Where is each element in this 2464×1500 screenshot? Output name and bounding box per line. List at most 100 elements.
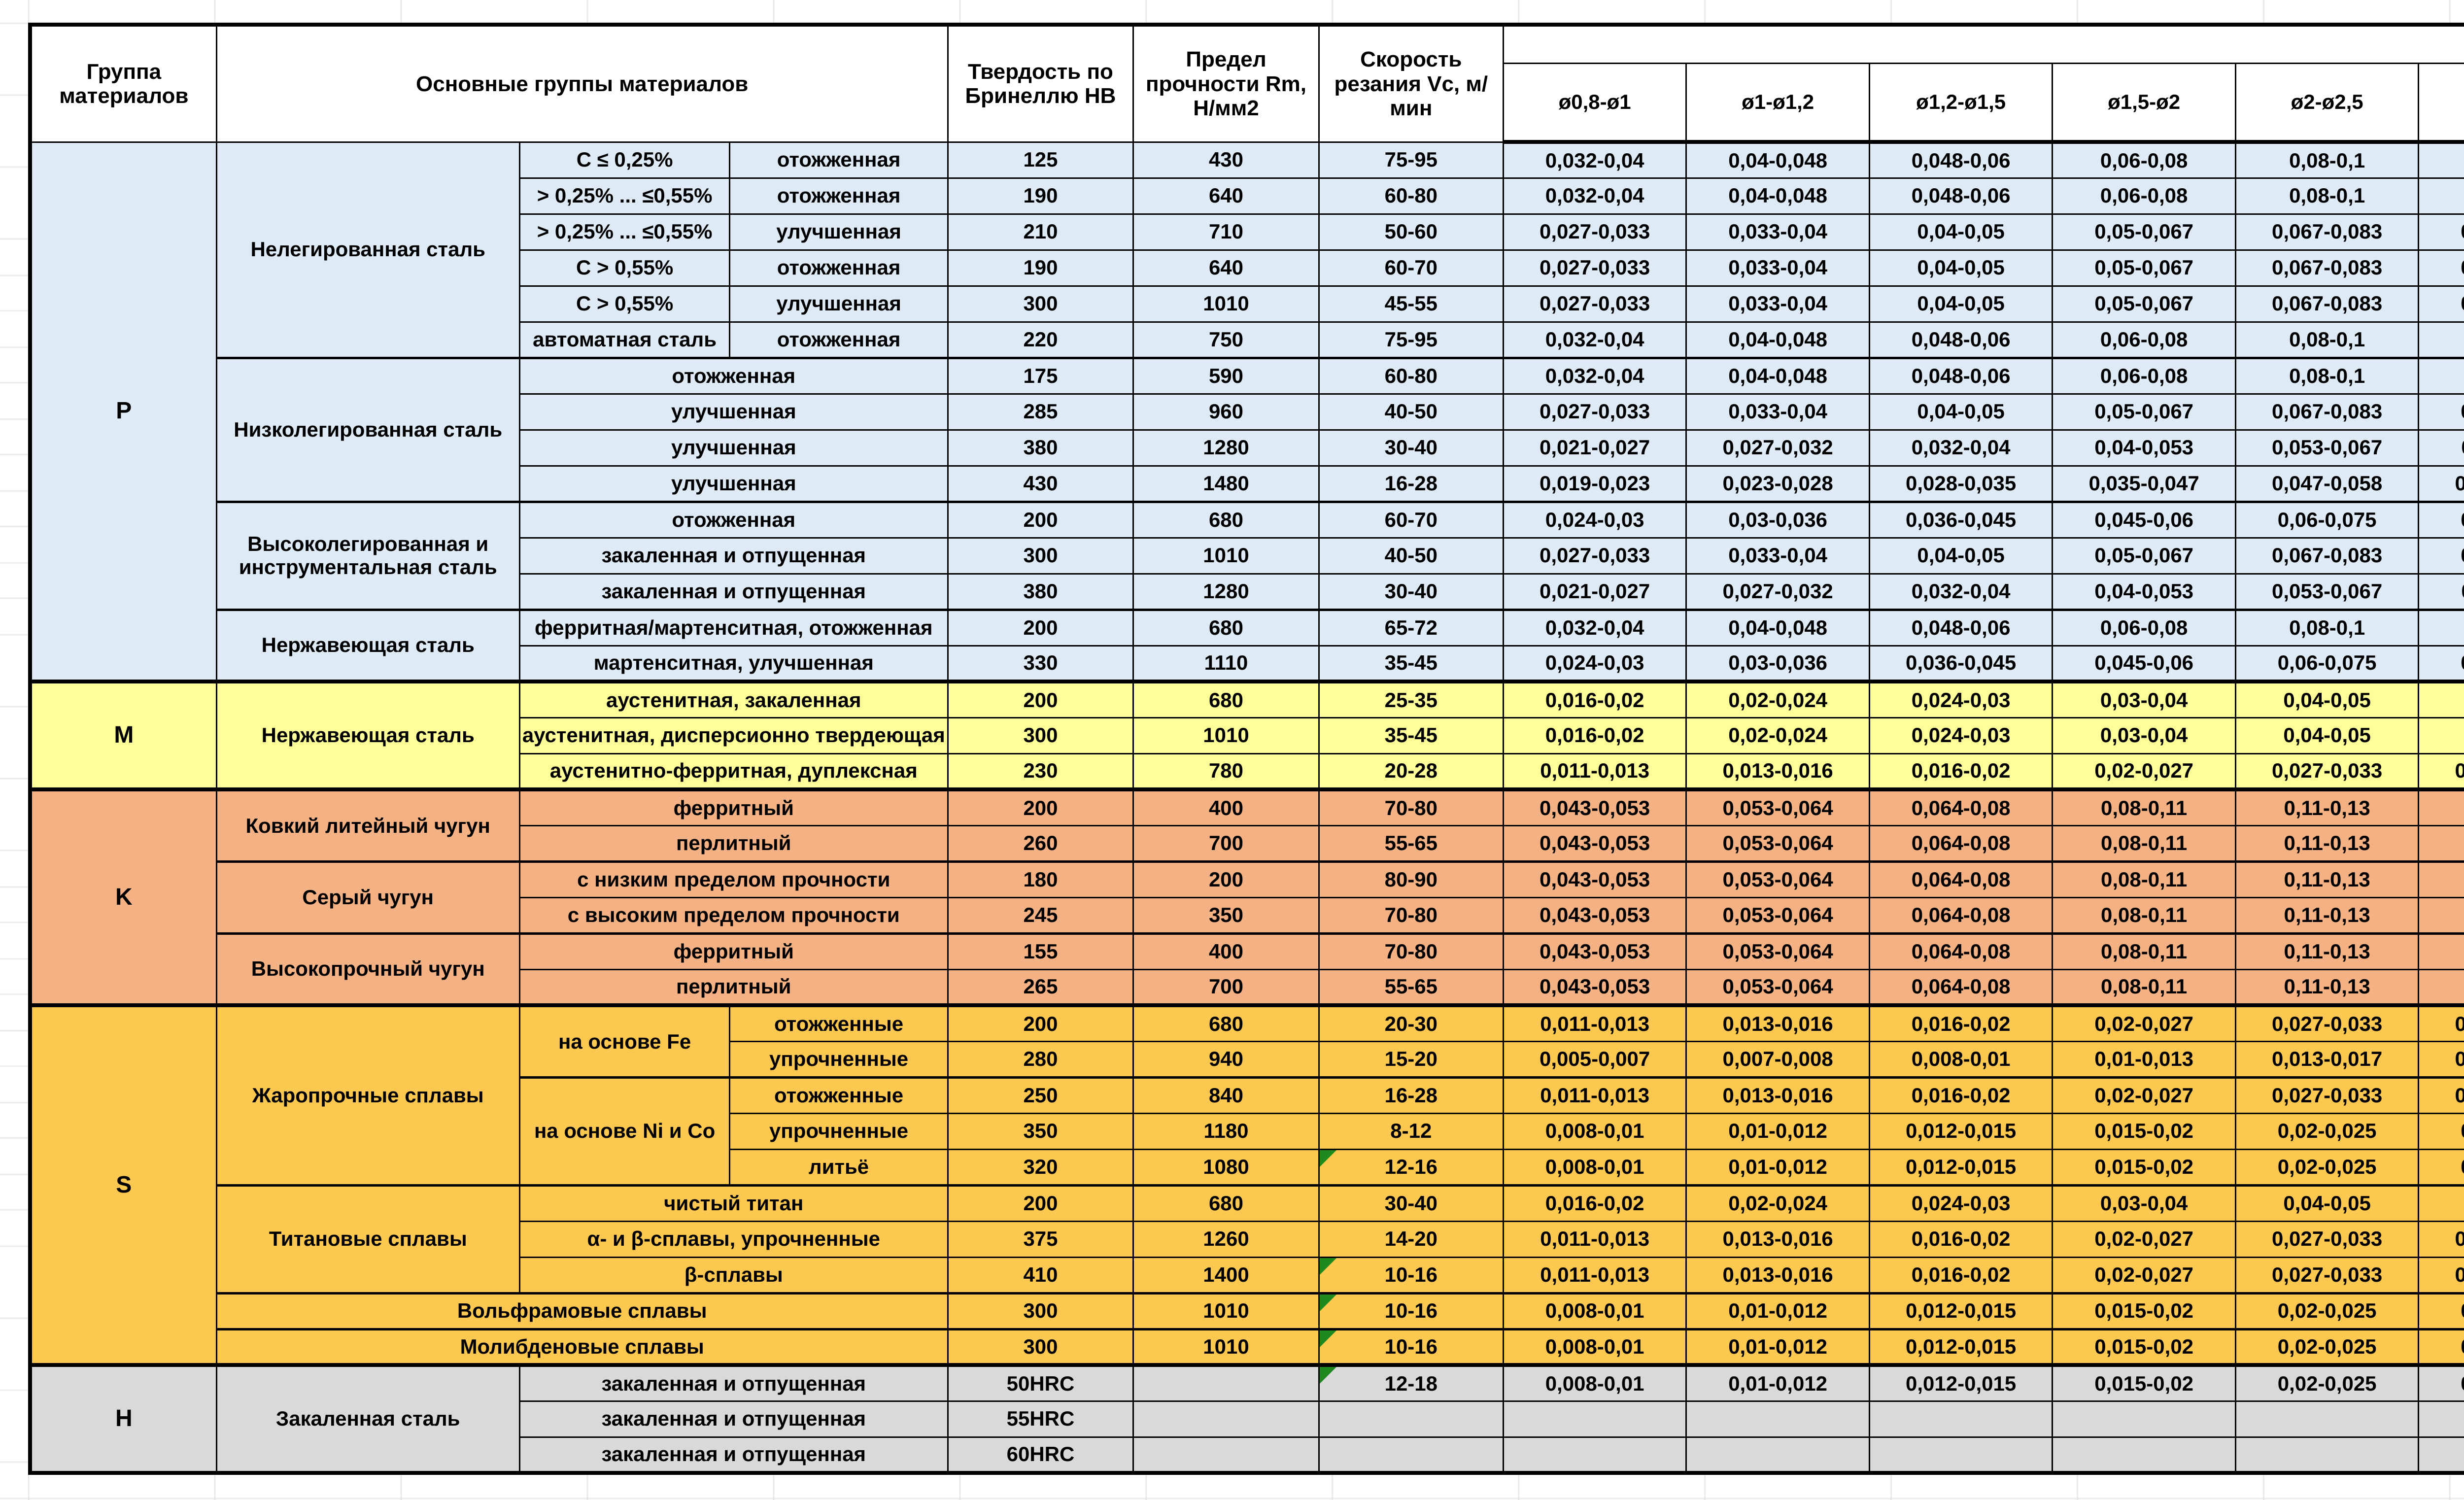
hb-cell[interactable]: 220 (947, 321, 1134, 359)
feed-cell[interactable]: 0,032-0,04 (1502, 608, 1687, 647)
feed-diameter-header[interactable]: ø0,8-ø1 (1502, 62, 1687, 144)
feed-cell[interactable]: 0,033-0,04 (1685, 393, 1870, 431)
feed-cell[interactable]: 0,05-0,08 (2418, 716, 2464, 754)
feed-cell[interactable]: 0,06-0,075 (2234, 500, 2420, 539)
feed-cell[interactable]: 0,043-0,053 (1502, 860, 1687, 898)
feed-cell[interactable]: 0,033-0,053 (2418, 752, 2464, 790)
vc-cell[interactable]: 30-40 (1318, 1184, 1504, 1222)
material-label-cell[interactable]: α- и β-сплавы, упрочненные (518, 1220, 949, 1258)
hb-cell[interactable]: 180 (947, 860, 1134, 898)
feed-cell[interactable]: 0,05-0,067 (2052, 393, 2236, 431)
feed-cell[interactable]: 0,013-0,016 (1685, 1220, 1870, 1258)
hb-cell[interactable]: 245 (947, 896, 1134, 934)
feed-cell[interactable]: 0,11-0,13 (2234, 787, 2420, 826)
feed-cell[interactable]: 0,01-0,012 (1685, 1363, 1870, 1402)
feed-cell[interactable]: 0,032-0,04 (1502, 321, 1687, 359)
feed-cell[interactable]: 0,016-0,02 (1502, 1184, 1687, 1222)
rm-cell[interactable]: 1010 (1132, 1292, 1320, 1330)
feed-cell[interactable]: 0,04-0,05 (1868, 393, 2053, 431)
feed-cell[interactable]: 0,025-0,04 (2418, 1112, 2464, 1150)
hb-cell[interactable]: 200 (947, 500, 1134, 539)
feed-cell[interactable]: 0,013-0,016 (1685, 1256, 1870, 1294)
feed-cell[interactable]: 0,06-0,08 (2052, 177, 2236, 215)
material-label-cell[interactable]: ферритная/мартенситная, отожженная (518, 608, 949, 647)
material-label-cell[interactable]: отожженная (729, 321, 949, 359)
material-label-cell[interactable]: перлитный (518, 824, 949, 862)
col-header-material-group[interactable]: Группа материалов (29, 24, 217, 143)
hb-cell[interactable]: 50HRC (947, 1363, 1134, 1402)
rm-cell[interactable]: 840 (1132, 1076, 1320, 1114)
feed-cell[interactable]: 0,08-0,1 (2234, 177, 2420, 215)
col-header-feed-title[interactable]: Подача Fn, мм/об (1502, 24, 2464, 64)
hb-cell[interactable]: 380 (947, 573, 1134, 611)
rm-cell[interactable]: 1080 (1132, 1148, 1320, 1186)
material-label-cell[interactable]: чистый титан (518, 1184, 949, 1222)
hb-cell[interactable]: 250 (947, 1076, 1134, 1114)
rm-cell[interactable] (1132, 1436, 1320, 1474)
hb-cell[interactable]: 230 (947, 752, 1134, 790)
vc-cell[interactable]: 70-80 (1318, 787, 1504, 826)
feed-cell[interactable] (1868, 1400, 2053, 1438)
vc-cell[interactable] (1318, 1400, 1504, 1438)
feed-cell[interactable]: 0,023-0,028 (1685, 465, 1870, 503)
rm-cell[interactable]: 680 (1132, 500, 1320, 539)
feed-cell[interactable]: 0,03-0,04 (2052, 1184, 2236, 1222)
material-label-cell[interactable]: Титановые сплавы (215, 1184, 520, 1294)
feed-cell[interactable]: 0,083-0,13 (2418, 393, 2464, 431)
rm-cell[interactable]: 1400 (1132, 1256, 1320, 1294)
feed-cell[interactable]: 0,02-0,024 (1685, 1184, 1870, 1222)
feed-cell[interactable]: 0,011-0,013 (1502, 1220, 1687, 1258)
vc-cell[interactable]: 45-55 (1318, 285, 1504, 323)
feed-cell[interactable]: 0,02-0,027 (2052, 1256, 2236, 1294)
material-label-cell[interactable]: с низким пределом прочности (518, 860, 949, 898)
feed-cell[interactable]: 0,027-0,033 (1502, 285, 1687, 323)
rm-cell[interactable]: 350 (1132, 896, 1320, 934)
feed-cell[interactable]: 0,05-0,067 (2052, 537, 2236, 575)
feed-cell[interactable]: 0,1-0,16 (2418, 356, 2464, 395)
feed-cell[interactable]: 0,008-0,01 (1868, 1040, 2053, 1078)
feed-cell[interactable]: 0,05-0,08 (2418, 1184, 2464, 1222)
rm-cell[interactable]: 640 (1132, 249, 1320, 287)
material-label-cell[interactable]: Ковкий литейный чугун (215, 787, 520, 862)
rm-cell[interactable]: 1180 (1132, 1112, 1320, 1150)
rm-cell[interactable] (1132, 1363, 1320, 1402)
feed-cell[interactable]: 0,053-0,067 (2234, 573, 2420, 611)
material-label-cell[interactable]: автоматная сталь (518, 321, 731, 359)
rm-cell[interactable]: 200 (1132, 860, 1320, 898)
material-label-cell[interactable]: упрочненные (729, 1112, 949, 1150)
feed-cell[interactable] (2052, 1400, 2236, 1438)
hb-cell[interactable]: 210 (947, 213, 1134, 251)
rm-cell[interactable]: 680 (1132, 1184, 1320, 1222)
hb-cell[interactable]: 330 (947, 645, 1134, 682)
material-label-cell[interactable]: перлитный (518, 968, 949, 1006)
rm-cell[interactable]: 640 (1132, 177, 1320, 215)
feed-cell[interactable]: 0,01-0,013 (2052, 1040, 2236, 1078)
vc-cell[interactable] (1318, 1436, 1504, 1474)
vc-cell[interactable]: 15-20 (1318, 1040, 1504, 1078)
feed-cell[interactable]: 0,064-0,08 (1868, 896, 2053, 934)
feed-cell[interactable]: 0,01-0,012 (1685, 1148, 1870, 1186)
feed-cell[interactable]: 0,02-0,027 (2052, 1220, 2236, 1258)
hb-cell[interactable]: 200 (947, 1003, 1134, 1042)
feed-cell[interactable]: 0,067-0,083 (2234, 537, 2420, 575)
feed-cell[interactable] (2418, 1436, 2464, 1474)
feed-cell[interactable]: 0,04-0,05 (2234, 1184, 2420, 1222)
feed-cell[interactable]: 0,05-0,067 (2052, 213, 2236, 251)
feed-cell[interactable]: 0,017-0,027 (2418, 1040, 2464, 1078)
material-label-cell[interactable]: Низколегированная сталь (215, 356, 520, 503)
feed-cell[interactable]: 0,06-0,08 (2052, 356, 2236, 395)
feed-cell[interactable]: 0,027-0,033 (2234, 1003, 2420, 1042)
hb-cell[interactable]: 125 (947, 141, 1134, 179)
feed-cell[interactable]: 0,13-0,21 (2418, 787, 2464, 826)
feed-cell[interactable]: 0,04-0,05 (2234, 716, 2420, 754)
feed-cell[interactable]: 0,01-0,012 (1685, 1292, 1870, 1330)
material-label-cell[interactable]: отожженная (729, 141, 949, 179)
feed-diameter-header[interactable]: ø1,2-ø1,5 (1868, 62, 2053, 144)
feed-cell[interactable]: 0,04-0,048 (1685, 356, 1870, 395)
feed-cell[interactable]: 0,024-0,03 (1868, 680, 2053, 718)
feed-cell[interactable]: 0,007-0,008 (1685, 1040, 1870, 1078)
material-label-cell[interactable]: закаленная и отпущенная (518, 1363, 949, 1402)
material-label-cell[interactable]: ферритный (518, 787, 949, 826)
feed-cell[interactable]: 0,025-0,04 (2418, 1363, 2464, 1402)
feed-cell[interactable]: 0,013-0,016 (1685, 1003, 1870, 1042)
